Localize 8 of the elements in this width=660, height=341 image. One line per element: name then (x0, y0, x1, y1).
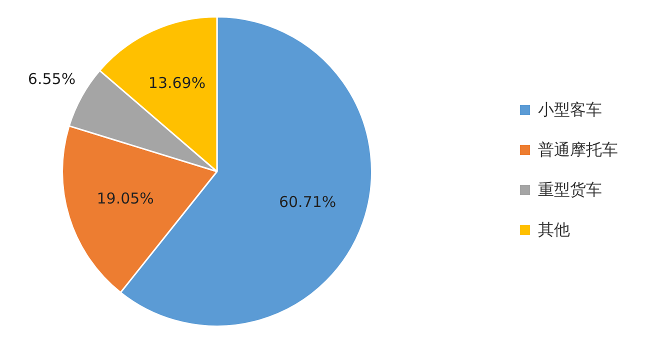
legend-label: 小型客车 (538, 100, 602, 120)
legend-label: 普通摩托车 (538, 140, 618, 160)
data-label: 6.55% (28, 70, 76, 88)
legend-label: 重型货车 (538, 180, 602, 200)
data-label: 60.71% (278, 193, 336, 212)
legend-label: 其他 (538, 220, 570, 240)
data-label: 13.69% (148, 74, 206, 92)
data-label: 19.05% (96, 190, 154, 208)
